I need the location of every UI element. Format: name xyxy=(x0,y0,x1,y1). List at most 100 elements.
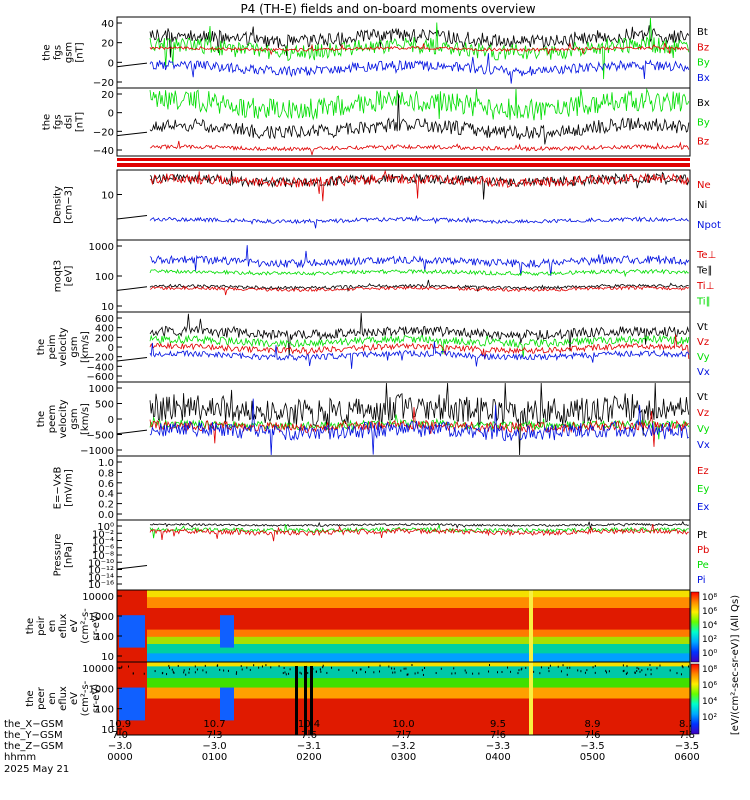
colorbar-tick-label: 10⁰ xyxy=(702,649,717,659)
noise-dot xyxy=(451,672,453,675)
series-line-red xyxy=(149,140,690,156)
noise-dot xyxy=(539,672,541,675)
y-tick-label: 200 xyxy=(95,333,114,344)
panel-frame xyxy=(116,239,691,313)
noise-dot xyxy=(562,664,564,667)
noise-dot xyxy=(364,671,366,674)
noise-dot xyxy=(454,672,456,675)
y-tick-label: 20 xyxy=(101,90,114,101)
legend-entry: Ez xyxy=(697,466,709,477)
x-tick-label-y: 7.3 xyxy=(207,730,223,741)
noise-dot xyxy=(489,664,491,667)
noise-dot xyxy=(249,668,251,671)
noise-dot xyxy=(525,666,527,669)
noise-dot xyxy=(326,671,328,674)
noise-dot xyxy=(285,673,287,676)
series-line-black xyxy=(149,93,690,145)
x-tick-label-x: 8.2 xyxy=(679,719,695,730)
noise-dot xyxy=(356,671,358,674)
noise-dot xyxy=(304,666,306,669)
legend-entry: By xyxy=(697,58,710,69)
y-tick-label: 600 xyxy=(95,314,114,325)
series-line-blue xyxy=(149,53,690,84)
x-tick-label-t: 0400 xyxy=(485,752,510,763)
y-tick-label: 400 xyxy=(95,324,114,335)
noise-dot xyxy=(557,665,559,668)
y-axis-label: velocity xyxy=(58,327,69,366)
x-row-label: hhmm xyxy=(4,752,36,763)
data-gap-line xyxy=(310,666,313,735)
noise-dot xyxy=(650,673,652,676)
noise-dot xyxy=(417,671,419,674)
y-axis-label: gsm xyxy=(69,408,80,429)
legend-entry: Bt xyxy=(697,27,708,38)
noise-dot xyxy=(435,672,437,675)
noise-dot xyxy=(507,666,509,669)
panel-peir: 10000 1000 100 10 the peir en eflux eV (cm²-s-sr-… xyxy=(25,589,691,663)
series-line-red xyxy=(149,169,690,202)
noise-dot xyxy=(622,664,624,667)
series-line-black xyxy=(149,279,689,293)
x-tick-label-y: 7.6 xyxy=(585,730,601,741)
colorbar-tick-label: 10⁸ xyxy=(702,593,717,603)
y-tick-label: 100 xyxy=(95,705,114,716)
noise-dot xyxy=(270,666,272,669)
noise-dot xyxy=(407,673,409,676)
noise-dot xyxy=(400,669,402,672)
noise-dot xyxy=(676,672,678,675)
panel-fgs_gsm: 40 20 0 −20 the fgs gsm [nT] Bt Bz By Bx xyxy=(42,16,710,89)
panel-frame xyxy=(116,381,691,457)
noise-dot xyxy=(533,670,535,673)
panel-frame xyxy=(116,87,691,157)
noise-dot xyxy=(440,667,442,670)
noise-dot xyxy=(373,671,375,674)
x-tick-label-z: −3.2 xyxy=(391,741,415,752)
noise-dot xyxy=(235,672,237,675)
noise-dot xyxy=(284,671,286,674)
noise-dot xyxy=(549,664,551,667)
y-tick-label: 10⁻¹² xyxy=(88,566,114,577)
noise-dot xyxy=(278,665,280,668)
spectrogram-blue-block xyxy=(220,687,234,721)
x-tick-label-z: −3.5 xyxy=(580,741,604,752)
y-tick-label: 40 xyxy=(101,19,114,30)
noise-dot xyxy=(478,672,480,675)
noise-dot xyxy=(682,666,684,669)
noise-dot xyxy=(622,670,624,673)
noise-dot xyxy=(185,673,187,676)
noise-dot xyxy=(649,664,651,667)
noise-dot xyxy=(388,665,390,668)
noise-dot xyxy=(411,664,413,667)
y-tick-label: −20 xyxy=(93,127,114,138)
y-axis-label: [eV] xyxy=(64,266,75,287)
spectrogram-band xyxy=(147,698,690,736)
noise-dot xyxy=(594,671,596,674)
noise-dot xyxy=(312,667,314,670)
y-axis-label: dsl xyxy=(64,115,75,129)
noise-dot xyxy=(288,672,290,675)
noise-dot xyxy=(394,671,396,674)
legend-entry: Te∥ xyxy=(696,266,713,277)
noise-dot xyxy=(488,670,490,673)
noise-dot xyxy=(517,672,519,675)
legend-entry: Vz xyxy=(697,337,709,348)
noise-dot xyxy=(647,668,649,671)
noise-dot xyxy=(566,666,568,669)
legend-entry: Vz xyxy=(697,408,709,419)
y-axis-label: peim xyxy=(47,334,58,359)
y-tick-label: 0.0 xyxy=(98,510,114,521)
legend-entry: Vy xyxy=(697,352,710,363)
series-line-blue xyxy=(149,341,690,369)
noise-dot xyxy=(580,670,582,673)
early-segment xyxy=(116,62,148,68)
noise-dot xyxy=(659,664,661,667)
series-line-black xyxy=(149,382,690,456)
y-tick-label: 1.0 xyxy=(98,458,114,469)
noise-dot xyxy=(261,665,263,668)
legend-entry: Te⊥ xyxy=(696,250,716,261)
y-tick-label: 0.4 xyxy=(98,489,114,500)
panel-frame xyxy=(116,311,691,383)
noise-dot xyxy=(368,666,370,669)
x-row-label: the_Y−GSM xyxy=(4,730,63,741)
